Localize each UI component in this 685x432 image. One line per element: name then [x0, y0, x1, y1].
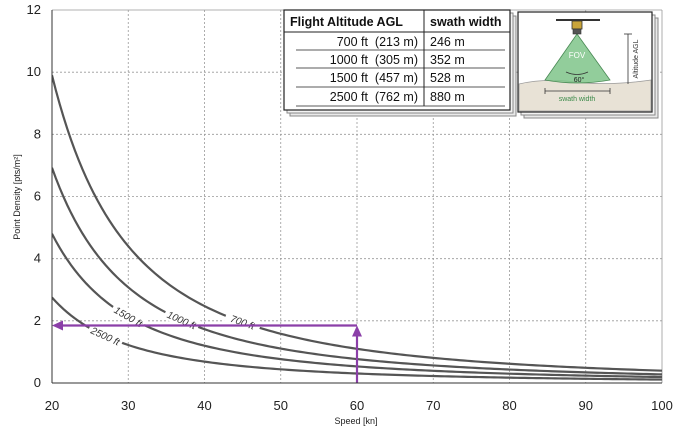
- fov-inset-diagram: Altitude AGL FOV 60° swath width: [517, 11, 659, 119]
- annotation-arrowhead-left: [52, 320, 63, 331]
- y-axis-title: Point Density [pts/m²]: [12, 154, 22, 240]
- table-cell: 1000 ft (305 m): [330, 53, 418, 67]
- table-cell: 528 m: [430, 71, 465, 85]
- angle-label: 60°: [574, 76, 585, 84]
- table-header-swath: swath width: [430, 15, 502, 29]
- x-tick-label: 90: [579, 398, 593, 413]
- x-tick-label: 30: [121, 398, 135, 413]
- y-tick-label: 4: [34, 251, 41, 266]
- series-label-bg: [109, 301, 148, 331]
- table-header-altitude: Flight Altitude AGL: [290, 15, 403, 29]
- fov-cone: [544, 33, 611, 84]
- altitude-swath-table: Flight Altitude AGL swath width 700 ft (…: [283, 9, 517, 117]
- x-tick-label: 50: [274, 398, 288, 413]
- x-tick-label: 40: [197, 398, 211, 413]
- table-cell: 352 m: [430, 53, 465, 67]
- y-tick-label: 10: [27, 64, 41, 79]
- series-label-bg: [223, 309, 262, 334]
- x-tick-label: 20: [45, 398, 59, 413]
- x-tick-label: 80: [502, 398, 516, 413]
- y-tick-label: 8: [34, 126, 41, 141]
- annotation-arrowhead-up: [352, 325, 362, 337]
- sensor-icon: [556, 19, 600, 35]
- axes: 20 30 40 50 60 70 80 90 100 0 2 4 6 8 10 12: [27, 2, 673, 413]
- x-tick-label: 60: [350, 398, 364, 413]
- series-label: 700 ft: [229, 314, 257, 333]
- y-tick-label: 2: [34, 313, 41, 328]
- table-cell: 700 ft (213 m): [337, 35, 418, 49]
- x-axis-title: Speed [kn]: [334, 416, 377, 426]
- y-tick-label: 12: [27, 2, 41, 17]
- y-tick-label: 6: [34, 189, 41, 204]
- swath-label: swath width: [559, 96, 596, 103]
- angle-arc: [565, 71, 589, 75]
- x-tick-label: 100: [651, 398, 673, 413]
- table-cell: 2500 ft (762 m): [330, 90, 418, 104]
- fov-label: FOV: [569, 51, 586, 60]
- altitude-label: Altitude AGL: [633, 39, 640, 78]
- x-tick-label: 70: [426, 398, 440, 413]
- series-label-bg: [86, 322, 125, 350]
- annotation-arrows: [52, 320, 362, 383]
- table-cell: 1500 ft (457 m): [330, 71, 418, 85]
- table-cell: 246 m: [430, 35, 465, 49]
- y-tick-label: 0: [34, 375, 41, 390]
- table-cell: 880 m: [430, 90, 465, 104]
